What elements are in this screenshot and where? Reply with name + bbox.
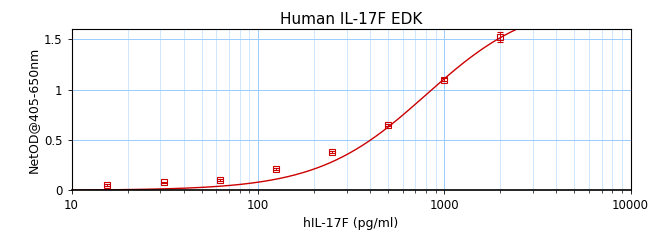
Title: Human IL-17F EDK: Human IL-17F EDK [280, 12, 422, 27]
X-axis label: hIL-17F (pg/ml): hIL-17F (pg/ml) [304, 216, 398, 230]
Y-axis label: NetOD@405-650nm: NetOD@405-650nm [27, 47, 40, 173]
